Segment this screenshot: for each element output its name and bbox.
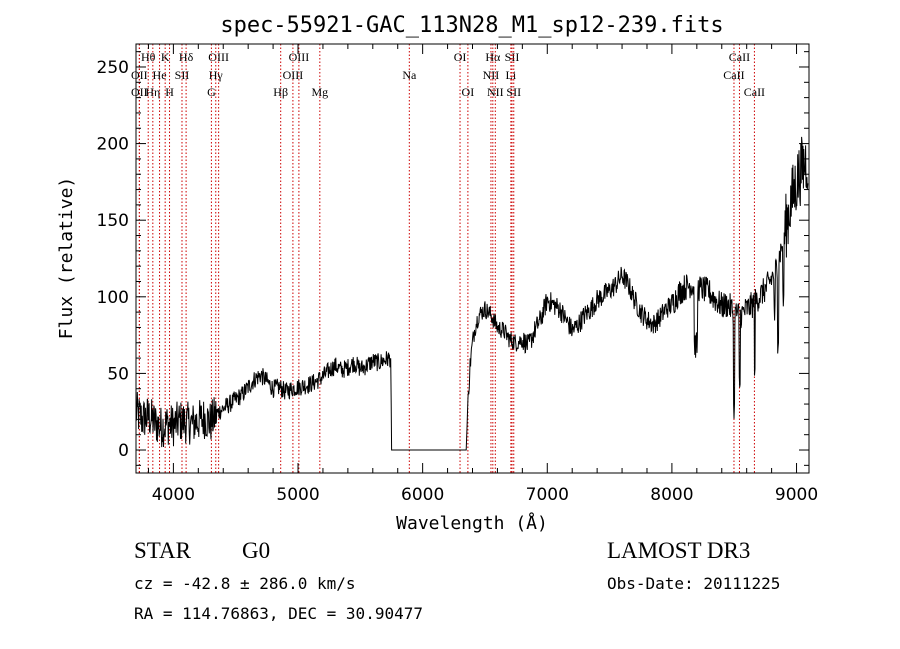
y-axis: 0 50 100 150 200 250 xyxy=(97,51,809,466)
y-tick-label: 200 xyxy=(97,135,129,155)
line-marker-label: OIII xyxy=(208,50,229,64)
flux-series-line xyxy=(135,136,809,451)
x-tick-label: 5000 xyxy=(276,485,319,505)
line-marker-label: Hθ xyxy=(141,50,156,64)
line-marker-label: Li xyxy=(506,68,517,82)
x-tick-label: 7000 xyxy=(526,485,569,505)
line-marker-label: Hδ xyxy=(179,50,194,64)
line-marker-label: NII xyxy=(483,68,500,82)
x-axis-label: Wavelength (Å) xyxy=(396,512,548,534)
survey-name: LAMOST DR3 xyxy=(607,538,751,563)
line-marker-label: G xyxy=(207,85,216,99)
line-marker-label: Mg xyxy=(311,85,328,99)
line-marker-label: Hη xyxy=(145,85,160,99)
coordinates: RA = 114.76863, DEC = 30.90477 xyxy=(134,604,423,623)
y-tick-label: 100 xyxy=(97,288,129,308)
line-marker-label: Hβ xyxy=(273,85,288,99)
x-tick-label: 9000 xyxy=(775,485,818,505)
line-marker-label: NII xyxy=(487,85,504,99)
x-tick-label: 6000 xyxy=(401,485,444,505)
line-marker-label: SII xyxy=(505,50,520,64)
line-marker-label: SII xyxy=(175,68,190,82)
x-tick-label: 8000 xyxy=(650,485,693,505)
y-tick-label: 150 xyxy=(97,211,129,231)
object-class: STAR xyxy=(134,538,191,563)
line-marker-label: H xyxy=(165,85,174,99)
line-marker-label: OIII xyxy=(283,68,304,82)
line-marker-label: Hγ xyxy=(209,68,224,82)
y-tick-label: 250 xyxy=(97,58,129,78)
subclass: G0 xyxy=(242,538,271,563)
line-marker-label: K xyxy=(161,50,170,64)
plot-frame xyxy=(135,43,810,474)
observation-date: Obs-Date: 20111225 xyxy=(607,574,781,593)
y-axis-label: Flux (relative) xyxy=(56,177,77,340)
y-tick-label: 0 xyxy=(118,441,129,461)
line-marker-label: SII xyxy=(506,85,521,99)
line-marker-label: Hα xyxy=(485,50,501,64)
line-marker-label: OI xyxy=(462,85,475,99)
redshift-velocity: cz = -42.8 ± 286.0 km/s xyxy=(134,574,356,593)
y-tick-label: 50 xyxy=(107,364,129,384)
spectrum-chart: spec-55921-GAC_113N28_M1_sp12-239.fits H… xyxy=(56,13,818,534)
x-tick-label: 4000 xyxy=(152,485,195,505)
line-marker-label: OII xyxy=(131,85,148,99)
line-marker-label: CaII xyxy=(744,85,765,99)
line-marker-label: OII xyxy=(131,68,148,82)
line-marker-label: CaII xyxy=(729,50,750,64)
line-marker-label: CaII xyxy=(723,68,744,82)
line-marker-label: He xyxy=(153,68,167,82)
x-axis: 4000 5000 6000 7000 8000 9000 xyxy=(147,44,818,505)
line-marker-label: OIII xyxy=(289,50,310,64)
line-marker-label: OI xyxy=(454,50,467,64)
line-marker-label: Na xyxy=(402,68,417,82)
chart-title: spec-55921-GAC_113N28_M1_sp12-239.fits xyxy=(220,13,723,38)
